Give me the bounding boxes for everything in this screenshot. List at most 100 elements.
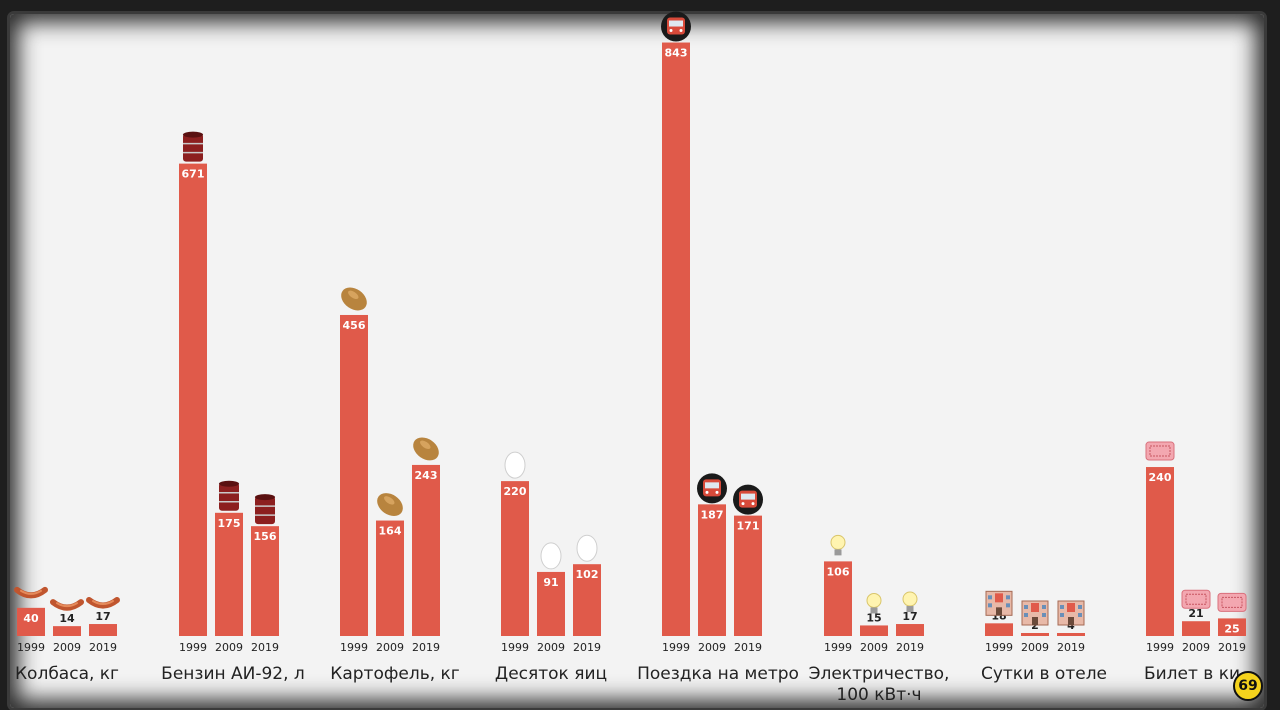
bar <box>824 561 852 636</box>
cinema-ticket-icon <box>1181 589 1211 609</box>
bar <box>340 314 368 636</box>
channel-logo: 69 <box>1233 671 1263 701</box>
category-label: Сутки в отеле <box>981 664 1107 684</box>
bar <box>1182 621 1210 636</box>
year-tick-label: 1999 <box>179 641 207 654</box>
category-label: Электричество, <box>809 664 950 684</box>
year-tick-label: 2009 <box>537 641 565 654</box>
bar <box>698 504 726 636</box>
bar-value-label: 14 <box>59 612 75 625</box>
egg-icon <box>576 534 598 562</box>
year-tick-label: 2009 <box>860 641 888 654</box>
hotel-icon <box>1021 600 1049 626</box>
hotel-icon <box>1057 600 1085 626</box>
bar-group: 106 1999 15 2009 17 2019 Электричество,100 кВт… <box>809 534 950 705</box>
year-tick-label: 2019 <box>1057 641 1085 654</box>
year-tick-label: 2009 <box>376 641 404 654</box>
bar <box>501 481 529 636</box>
hotel-icon <box>985 590 1013 616</box>
year-tick-label: 2019 <box>1218 641 1246 654</box>
category-label: Десяток яиц <box>495 664 607 684</box>
category-label: Билет в ки <box>1144 664 1240 684</box>
bar-value-label: 175 <box>218 517 241 530</box>
bar <box>1021 633 1049 636</box>
year-tick-label: 2009 <box>1182 641 1210 654</box>
bar <box>376 520 404 636</box>
cinema-ticket-icon <box>1217 592 1247 612</box>
bar <box>985 623 1013 636</box>
bar-value-label: 156 <box>254 530 277 543</box>
bar-value-label: 17 <box>95 610 110 623</box>
bar-value-label: 15 <box>866 611 881 624</box>
category-label: Бензин АИ-92, л <box>161 664 305 684</box>
year-tick-label: 1999 <box>662 641 690 654</box>
bar-group: 843 1999 187 2009 171 2019 Поездка на метро <box>637 11 799 684</box>
potato-icon <box>341 287 367 311</box>
bar-group: 456 1999 164 2009 243 2019 Картофель, кг <box>330 287 460 684</box>
bar <box>1057 633 1085 636</box>
bar-value-label: 456 <box>343 319 366 332</box>
bar <box>1146 467 1174 636</box>
year-tick-label: 2019 <box>734 641 762 654</box>
bar-value-label: 243 <box>415 469 438 482</box>
bar-value-label: 240 <box>1149 471 1172 484</box>
bar <box>860 625 888 636</box>
bar-value-label: 220 <box>504 485 527 498</box>
egg-icon <box>540 542 562 570</box>
potato-icon <box>377 493 403 517</box>
bar-value-label: 91 <box>543 576 558 589</box>
category-label: Колбаса, кг <box>15 664 119 684</box>
year-tick-label: 2019 <box>573 641 601 654</box>
light-bulb-icon <box>866 592 882 614</box>
bar <box>573 564 601 636</box>
bar-value-label: 17 <box>902 610 917 623</box>
category-label: Поездка на метро <box>637 664 799 684</box>
bar <box>1218 618 1246 636</box>
bar <box>89 624 117 636</box>
metro-train-icon <box>733 484 763 515</box>
bar-value-label: 671 <box>182 168 205 181</box>
sausage-icon <box>50 599 84 611</box>
fuel-barrel-icon <box>183 131 203 162</box>
year-tick-label: 2019 <box>251 641 279 654</box>
year-tick-label: 1999 <box>17 641 45 654</box>
bar-value-label: 102 <box>576 568 599 581</box>
year-tick-label: 1999 <box>1146 641 1174 654</box>
sausage-icon <box>14 586 48 599</box>
year-tick-label: 2009 <box>53 641 81 654</box>
bar <box>896 624 924 636</box>
sausage-icon <box>86 597 120 609</box>
light-bulb-icon <box>902 591 918 613</box>
bar-value-label: 25 <box>1224 622 1239 635</box>
bar <box>734 515 762 636</box>
bar <box>662 42 690 636</box>
metro-train-icon <box>661 11 691 42</box>
category-label: Картофель, кг <box>330 664 460 684</box>
bar <box>537 571 565 636</box>
year-tick-label: 2009 <box>215 641 243 654</box>
bar-value-label: 40 <box>23 612 39 625</box>
year-tick-label: 2019 <box>89 641 117 654</box>
bar-group: 1819992200942019Сутки в отеле <box>981 590 1107 684</box>
year-tick-label: 2019 <box>412 641 440 654</box>
year-tick-label: 2009 <box>698 641 726 654</box>
bar <box>412 464 440 636</box>
bar <box>251 526 279 636</box>
bar-value-label: 843 <box>665 47 688 60</box>
bar-value-label: 187 <box>701 508 724 521</box>
light-bulb-icon <box>830 534 846 556</box>
bar-value-label: 21 <box>1188 607 1203 620</box>
bar <box>17 607 45 636</box>
bar-value-label: 171 <box>737 520 760 533</box>
bar-group: 40 1999 14 2009 17 2019 Колбаса, кг <box>14 586 120 684</box>
bar-value-label: 106 <box>827 565 850 578</box>
potato-icon <box>413 437 439 461</box>
bar <box>53 626 81 636</box>
bar <box>179 163 207 636</box>
cinema-ticket-icon <box>1145 441 1175 461</box>
bar-group: 240 1999 21 2009 25 2019 Билет в ки <box>1144 441 1247 684</box>
bar <box>215 512 243 636</box>
year-tick-label: 1999 <box>985 641 1013 654</box>
year-tick-label: 1999 <box>340 641 368 654</box>
